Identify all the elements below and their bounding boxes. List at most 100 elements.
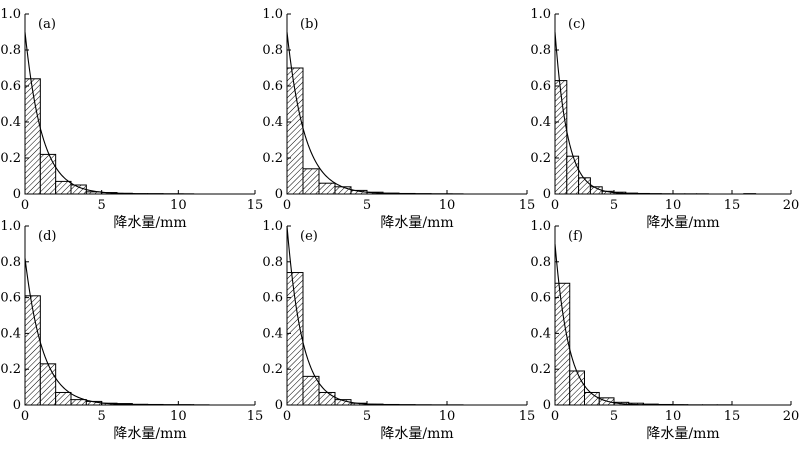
y-tick-label: 0.6 — [530, 79, 551, 94]
x-tick-label: 15 — [519, 198, 536, 213]
panel-3: 00.20.40.60.81.00 5 10 15 20(c)降水量/mm — [530, 7, 799, 231]
x-tick-label: 0 — [21, 198, 29, 213]
y-tick-label: 0.2 — [0, 151, 21, 166]
x-tick-label: 5 — [363, 409, 371, 424]
histogram-bar — [286, 67, 304, 195]
fitted-curve — [554, 31, 791, 195]
y-tick-label: 0.6 — [0, 79, 21, 94]
histogram-bar — [39, 153, 57, 195]
histogram-bar — [24, 295, 41, 406]
panel-label: (f) — [568, 229, 583, 244]
histogram-bar — [578, 177, 591, 195]
x-axis-title: 降水量/mm — [646, 215, 719, 231]
y-tick-label: 0 — [543, 398, 551, 413]
histogram-bar — [334, 186, 352, 195]
histogram-bar — [302, 375, 320, 406]
x-tick-label: 0 — [283, 409, 291, 424]
x-tick-label: 10 — [439, 198, 456, 213]
y-tick-label: 0 — [543, 187, 551, 202]
y-tick-label: 0.2 — [262, 151, 283, 166]
x-tick-label: 10 — [665, 409, 682, 424]
y-tick-label: 0 — [275, 187, 283, 202]
x-tick-label: 10 — [170, 198, 187, 213]
y-tick-label: 0.4 — [530, 326, 551, 341]
fitted-curve — [554, 243, 791, 406]
x-axis-title: 降水量/mm — [646, 426, 719, 442]
y-tick-label: 0.4 — [0, 115, 21, 130]
y-tick-label: 0.8 — [0, 255, 21, 270]
y-tick-label: 0.8 — [262, 43, 283, 58]
panel-1: 0 0.2 0.4 0.6 0.8 1.0 0 5 10 15 (a) 降水量/mm — [0, 7, 263, 231]
x-tick-label: 5 — [610, 409, 618, 424]
y-tick-label: 1.0 — [530, 219, 551, 234]
y-tick-label: 0.4 — [262, 326, 283, 341]
histogram-bar — [554, 282, 571, 406]
y-tick-label: 0.2 — [262, 362, 283, 377]
x-tick-label: 10 — [665, 198, 682, 213]
y-tick-label: 0 — [13, 187, 21, 202]
y-tick-label: 0.6 — [262, 79, 283, 94]
x-tick-label: 0 — [551, 409, 559, 424]
x-tick-label: 10 — [170, 409, 187, 424]
y-tick-label: 0.4 — [0, 326, 21, 341]
fitted-curve — [286, 31, 527, 195]
x-tick-label: 15 — [247, 198, 264, 213]
panel-label: (e) — [300, 229, 318, 244]
y-tick-label: 0.6 — [262, 291, 283, 306]
histogram-bar — [286, 272, 304, 406]
histogram-bar — [318, 391, 336, 406]
y-tick-label: 0 — [275, 398, 283, 413]
panel-label: (a) — [38, 17, 56, 32]
x-axis-title: 降水量/mm — [380, 215, 453, 231]
panel-label: (d) — [38, 229, 56, 244]
x-tick-label: 0 — [551, 198, 559, 213]
x-tick-label: 0 — [21, 409, 29, 424]
y-tick-label: 0.8 — [262, 255, 283, 270]
histogram-bar — [55, 391, 72, 406]
y-tick-label: 0.2 — [0, 362, 21, 377]
panel-2: 00.20.40.60.81.00 5 10 15(b)降水量/mm — [262, 7, 535, 231]
x-tick-label: 5 — [98, 198, 106, 213]
x-tick-label: 15 — [724, 198, 741, 213]
y-tick-label: 0.8 — [530, 255, 551, 270]
y-tick-label: 1.0 — [530, 7, 551, 22]
x-tick-label: 0 — [283, 198, 291, 213]
x-tick-label: 5 — [363, 198, 371, 213]
y-tick-label: 0.8 — [0, 43, 21, 58]
panel-5: 0 0.2 0.4 0.6 0.8 1.0 0 5 10 15 (e) 降水量/mm — [262, 219, 535, 442]
y-tick-label: 0.4 — [530, 115, 551, 130]
y-tick-label: 1.0 — [262, 219, 283, 234]
fitted-curve — [286, 225, 527, 406]
panel-label: (c) — [568, 17, 585, 32]
histogram-bar — [318, 182, 336, 195]
y-tick-label: 0.4 — [262, 115, 283, 130]
y-tick-label: 0.2 — [530, 151, 551, 166]
x-tick-label: 10 — [439, 409, 456, 424]
histogram-bar — [569, 370, 585, 406]
x-tick-label: 15 — [724, 409, 741, 424]
panel-label: (b) — [300, 17, 318, 32]
x-tick-label: 20 — [783, 198, 800, 213]
x-axis-title: 降水量/mm — [113, 426, 186, 442]
x-tick-label: 5 — [98, 409, 106, 424]
histogram-bar — [566, 155, 580, 195]
y-tick-label: 0.6 — [530, 291, 551, 306]
histogram-bar — [55, 180, 72, 195]
histogram-bar — [302, 168, 320, 195]
y-tick-label: 0.6 — [0, 291, 21, 306]
y-tick-label: 0.8 — [530, 43, 551, 58]
fitted-curve — [24, 31, 255, 195]
panel-6: 0 0.2 0.4 0.6 0.8 1.0 0 5 10 15 20 (f) 降水量/mm — [530, 219, 799, 442]
histogram-bar — [39, 363, 57, 406]
histogram-bar — [554, 80, 568, 195]
histogram-bar — [70, 399, 87, 406]
x-tick-label: 20 — [783, 409, 800, 424]
x-tick-label: 15 — [519, 409, 536, 424]
y-tick-label: 1.0 — [262, 7, 283, 22]
x-axis-title: 降水量/mm — [113, 215, 186, 231]
panel-4: 0 0.2 0.4 0.6 0.8 1.0 0 5 10 15 (d) 降水量/mm — [0, 219, 263, 442]
y-tick-label: 1.0 — [0, 7, 21, 22]
y-tick-label: 0.2 — [530, 362, 551, 377]
x-axis-title: 降水量/mm — [380, 426, 453, 442]
